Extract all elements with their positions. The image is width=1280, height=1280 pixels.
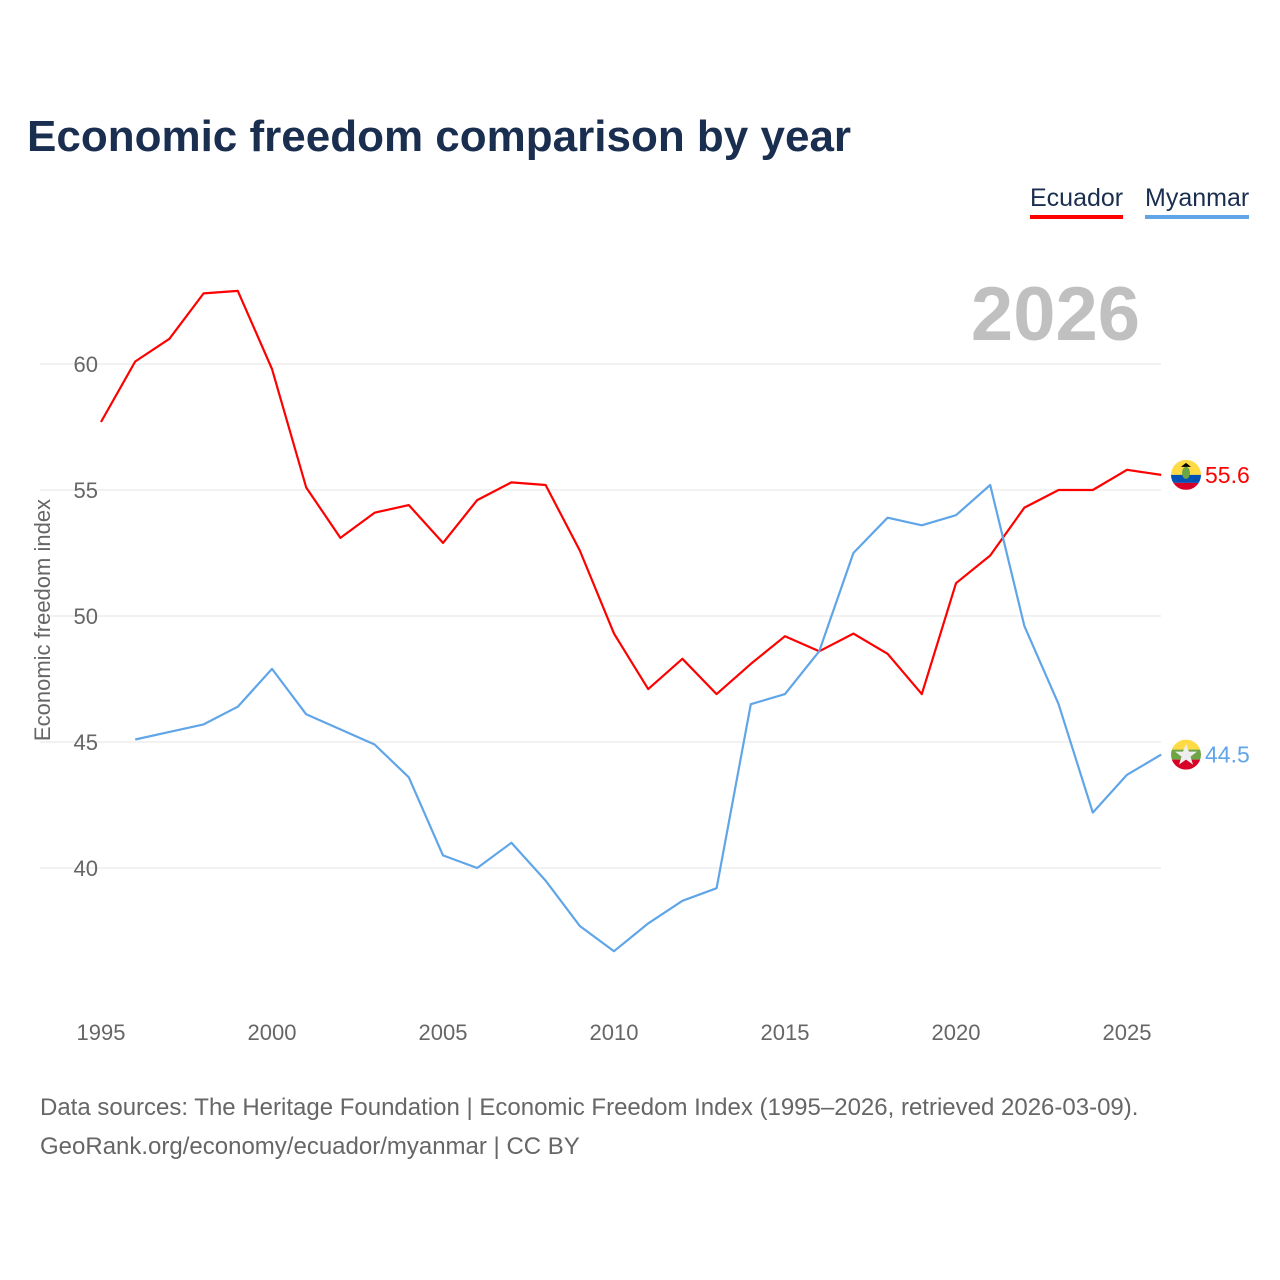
- end-label-ecuador: 55.6: [1205, 462, 1250, 488]
- ecuador-flag-icon: [1171, 459, 1201, 490]
- footer: Data sources: The Heritage Foundation | …: [40, 1088, 1138, 1166]
- y-axis-label: Economic freedom index: [30, 499, 55, 741]
- legend-myanmar[interactable]: Myanmar: [1145, 184, 1250, 219]
- y-tick-label: 40: [74, 856, 98, 881]
- y-tick-label: 55: [74, 478, 98, 503]
- x-tick-label: 2005: [419, 1020, 468, 1045]
- x-tick-label: 2020: [932, 1020, 981, 1045]
- myanmar-flag-icon: [1171, 739, 1201, 770]
- series-line-ecuador: [100, 289, 1162, 696]
- series-line-myanmar: [134, 483, 1162, 953]
- y-tick-label: 45: [74, 730, 98, 755]
- year-label: 2026: [971, 272, 1140, 357]
- y-tick-label: 60: [74, 352, 98, 377]
- x-tick-label: 2025: [1103, 1020, 1152, 1045]
- source-link[interactable]: GeoRank.org/economy/ecuador/myanmar | CC…: [40, 1133, 580, 1160]
- x-tick-label: 1995: [77, 1020, 126, 1045]
- source-text: Data sources: The Heritage Foundation | …: [40, 1094, 1139, 1121]
- x-tick-label: 2000: [248, 1020, 297, 1045]
- legend-ecuador[interactable]: Ecuador: [1030, 184, 1124, 219]
- chart-title: Economic freedom comparison by year: [27, 112, 852, 161]
- end-label-myanmar: 44.5: [1205, 742, 1250, 768]
- y-tick-label: 50: [74, 604, 98, 629]
- x-tick-label: 2015: [761, 1020, 810, 1045]
- x-tick-label: 2010: [590, 1020, 639, 1045]
